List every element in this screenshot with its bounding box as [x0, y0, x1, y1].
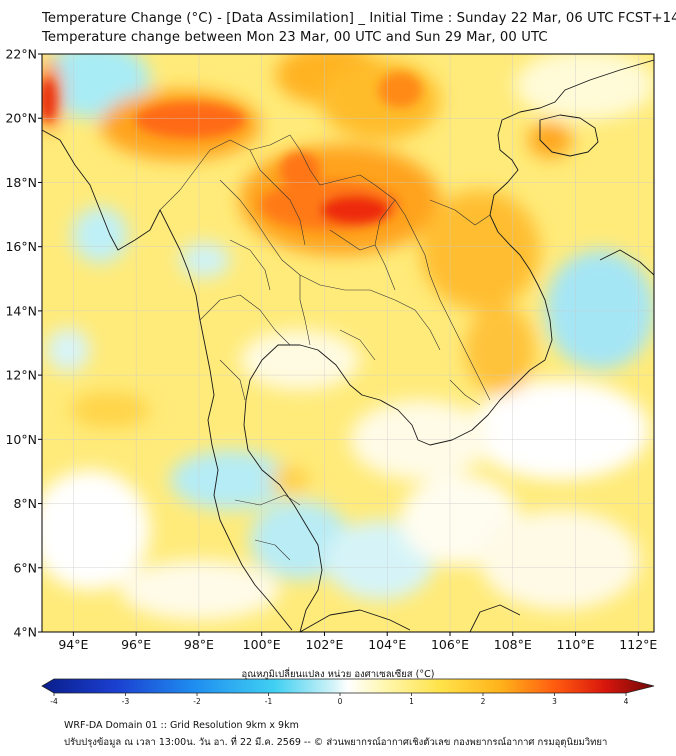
footer-credit: ปรับปรุงข้อมูล ณ เวลา 13:00น. วัน อา. ที…: [64, 737, 608, 748]
colorbar-title: อุณหภูมิเปลี่ยนแปลง หน่วย องศาเซลเซียส (…: [241, 669, 435, 680]
lon-label: 98°E: [184, 637, 214, 652]
lon-label: 102°E: [305, 637, 343, 652]
colorbar-tick-label: 3: [552, 697, 557, 706]
lon-label: 104°E: [368, 637, 406, 652]
temperature-field: [42, 54, 654, 632]
latitude-axis: 22°N 20°N 18°N 16°N 14°N 12°N 10°N 8°N 6°N 4°N: [5, 47, 42, 640]
lon-label: 94°E: [58, 637, 88, 652]
lat-label: 16°N: [5, 239, 37, 254]
lat-label: 14°N: [5, 303, 37, 318]
colorbar-tick-label: 0: [338, 697, 343, 706]
colorbar-ticks: -4 -3 -2 -1 0 1 2 3 4: [50, 693, 629, 706]
colorbar-tick-label: 4: [624, 697, 629, 706]
lat-label: 6°N: [13, 560, 37, 575]
colorbar-tick-label: 2: [481, 697, 486, 706]
lat-label: 8°N: [13, 496, 37, 511]
longitude-axis: 94°E 96°E 98°E 100°E 102°E 104°E 106°E 108°E 110…: [58, 632, 657, 652]
colorbar-tick-label: -2: [193, 697, 201, 706]
lon-label: 100°E: [243, 637, 281, 652]
footer-domain-info: WRF-DA Domain 01 :: Grid Resolution 9km …: [64, 720, 299, 731]
lon-label: 110°E: [557, 637, 595, 652]
lat-label: 22°N: [5, 47, 37, 62]
map-title: Temperature Change (°C) - [Data Assimila…: [42, 11, 676, 26]
colorbar-tick-label: 1: [409, 697, 414, 706]
lat-label: 4°N: [13, 625, 37, 640]
lon-label: 96°E: [121, 637, 151, 652]
lon-label: 108°E: [494, 637, 532, 652]
colorbar-tick-label: -3: [122, 697, 130, 706]
colorbar-tick-label: -1: [265, 697, 273, 706]
colorbar-tick-label: -4: [50, 697, 58, 706]
map-subtitle: Temperature change between Mon 23 Mar, 0…: [42, 30, 548, 45]
lat-label: 12°N: [5, 368, 37, 383]
lat-label: 18°N: [5, 175, 37, 190]
lat-label: 10°N: [5, 432, 37, 447]
lat-label: 20°N: [5, 111, 37, 126]
lon-label: 106°E: [431, 637, 469, 652]
map-frame: [41, 53, 655, 633]
admin-borders: [159, 134, 491, 561]
lon-label: 112°E: [619, 637, 657, 652]
